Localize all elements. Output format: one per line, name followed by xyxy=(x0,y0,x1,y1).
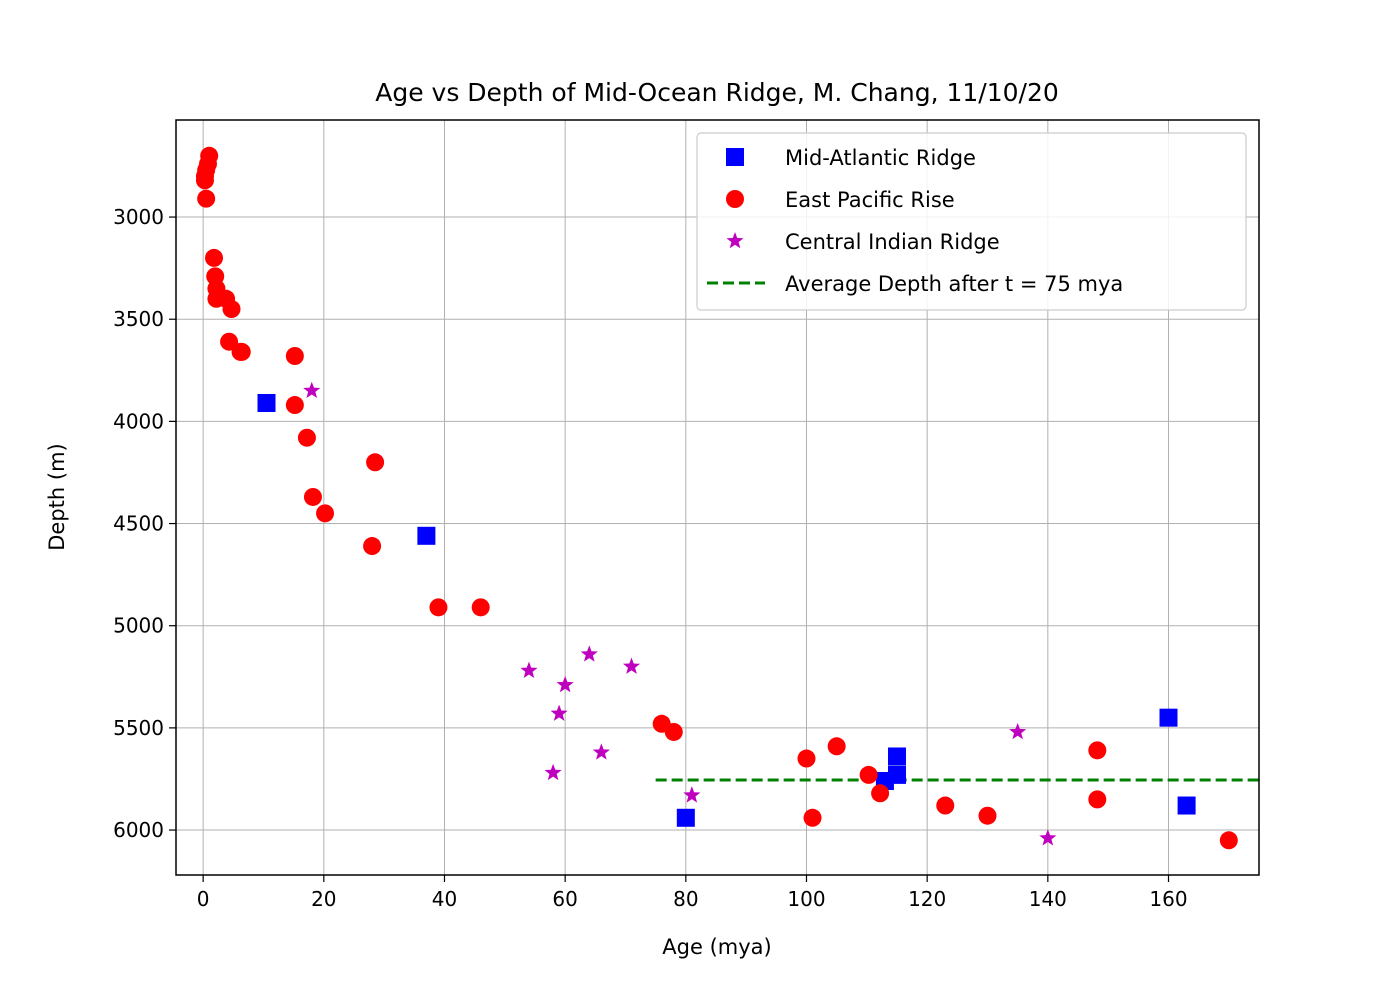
x-axis-title: Age (mya) xyxy=(662,935,771,959)
east-pacific-rise-point xyxy=(303,487,322,506)
central-indian-ridge-point xyxy=(1009,722,1027,740)
east-pacific-rise-point xyxy=(195,171,214,190)
legend-label-central-indian-ridge: Central Indian Ridge xyxy=(785,230,1000,254)
east-pacific-rise-point xyxy=(978,806,997,825)
east-pacific-rise-point xyxy=(197,189,216,208)
y-tick-label: 5500 xyxy=(113,716,164,740)
east-pacific-rise-point xyxy=(285,347,304,366)
legend-star-marker xyxy=(726,232,744,249)
east-pacific-rise-point xyxy=(1088,790,1107,809)
x-tick-label: 0 xyxy=(197,887,210,911)
central-indian-ridge-point xyxy=(580,645,598,662)
legend-square-marker xyxy=(726,148,744,166)
central-indian-ridge-point xyxy=(303,381,321,399)
mid-atlantic-ridge-point xyxy=(417,526,436,545)
axes: 0 20 40 60 80 100 120 140 160 3000 3500 4000 4500 500… xyxy=(113,205,1187,911)
central-indian-ridge-point xyxy=(622,657,641,674)
legend-label-average-depth-after-t-75-mya: Average Depth after t = 75 mya xyxy=(785,272,1123,296)
x-tick-label: 140 xyxy=(1029,887,1067,911)
y-tick-label: 3500 xyxy=(113,307,164,331)
east-pacific-rise-point xyxy=(664,722,683,741)
east-pacific-rise-point xyxy=(363,537,382,556)
east-pacific-rise-point xyxy=(871,784,890,803)
east-pacific-rise-point xyxy=(471,598,490,617)
east-pacific-rise-point xyxy=(316,504,335,523)
central-indian-ridge-point xyxy=(683,786,701,803)
east-pacific-rise-point xyxy=(222,300,241,319)
y-tick-label: 4000 xyxy=(113,409,164,433)
mid-atlantic-ridge-point xyxy=(1177,796,1196,815)
y-tick-label: 3000 xyxy=(113,205,164,229)
central-indian-ridge-series xyxy=(303,381,1057,846)
legend-circle-marker xyxy=(726,190,744,208)
x-tick-label: 80 xyxy=(673,887,698,911)
legend: Mid-Atlantic Ridge East Pacific Rise Centr… xyxy=(696,132,1247,311)
chart-title: Age vs Depth of Mid-Ocean Ridge, M. Chan… xyxy=(375,78,1059,107)
mid-atlantic-ridge-point xyxy=(1159,708,1178,727)
east-pacific-rise-point xyxy=(827,737,846,756)
central-indian-ridge-point xyxy=(592,743,610,760)
east-pacific-rise-point xyxy=(936,796,955,815)
legend-label-mid-atlantic-ridge: Mid-Atlantic Ridge xyxy=(785,146,976,170)
east-pacific-rise-point xyxy=(803,808,822,827)
east-pacific-rise-point xyxy=(205,248,224,267)
east-pacific-rise-point xyxy=(859,765,878,784)
central-indian-ridge-point xyxy=(1039,829,1057,846)
legend-label-east-pacific-rise: East Pacific Rise xyxy=(785,188,955,212)
central-indian-ridge-point xyxy=(544,763,562,781)
central-indian-ridge-point xyxy=(556,675,574,693)
mid-atlantic-ridge-point xyxy=(676,808,695,827)
data-marks xyxy=(195,146,1259,850)
x-tick-label: 100 xyxy=(787,887,825,911)
mid-atlantic-ridge-series xyxy=(257,393,1196,827)
x-tick-label: 40 xyxy=(432,887,457,911)
east-pacific-rise-point xyxy=(220,332,239,351)
x-tick-label: 60 xyxy=(552,887,577,911)
east-pacific-rise-point xyxy=(1088,741,1107,760)
central-indian-ridge-point xyxy=(550,704,568,721)
y-tick-label: 4500 xyxy=(113,512,164,536)
mid-atlantic-ridge-point xyxy=(887,747,906,766)
plot-frame xyxy=(175,119,1260,876)
mid-atlantic-ridge-point xyxy=(887,765,906,784)
east-pacific-rise-point xyxy=(285,396,304,415)
x-tick-label: 160 xyxy=(1149,887,1187,911)
east-pacific-rise-point xyxy=(366,453,385,472)
east-pacific-rise-point xyxy=(297,428,316,447)
x-tick-label: 120 xyxy=(908,887,946,911)
x-tick-label: 20 xyxy=(311,887,336,911)
east-pacific-rise-point xyxy=(1219,831,1238,850)
y-tick-label: 6000 xyxy=(113,818,164,842)
east-pacific-rise-point xyxy=(232,342,251,361)
central-indian-ridge-point xyxy=(520,661,538,678)
y-axis-title: Depth (m) xyxy=(45,443,69,550)
legend-box xyxy=(696,132,1247,311)
east-pacific-rise-point xyxy=(429,598,448,617)
east-pacific-rise-point xyxy=(797,749,816,768)
mid-atlantic-ridge-point xyxy=(257,393,276,412)
y-tick-label: 5000 xyxy=(113,614,164,638)
east-pacific-rise-series xyxy=(195,146,1238,850)
